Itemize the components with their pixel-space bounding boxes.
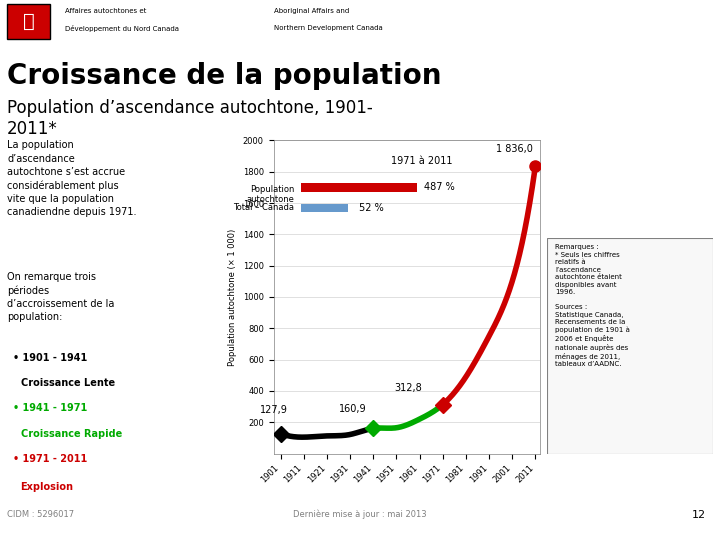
Text: Population
autochtone: Population autochtone xyxy=(246,185,294,205)
Bar xyxy=(302,204,348,212)
Text: 1971 à 2011: 1971 à 2011 xyxy=(391,156,453,166)
Text: 487 %: 487 % xyxy=(424,183,455,192)
Text: Croissance de la population: Croissance de la population xyxy=(7,62,441,90)
Text: 127,9: 127,9 xyxy=(260,405,287,415)
Text: Croissance Lente: Croissance Lente xyxy=(21,379,114,388)
Text: • 1901 - 1941: • 1901 - 1941 xyxy=(12,353,87,363)
Text: 52 %: 52 % xyxy=(359,202,384,213)
Text: Explosion: Explosion xyxy=(21,482,73,492)
Text: La population
d’ascendance
autochtone s’est accrue
considérablement plus
vite qu: La population d’ascendance autochtone s’… xyxy=(7,140,137,217)
Text: • 1971 - 2011: • 1971 - 2011 xyxy=(12,454,87,464)
Text: Dernière mise à jour : mai 2013: Dernière mise à jour : mai 2013 xyxy=(293,510,427,519)
FancyBboxPatch shape xyxy=(7,4,50,39)
Bar xyxy=(302,183,417,192)
Text: Population d’ascendance autochtone, 1901-
2011*: Population d’ascendance autochtone, 1901… xyxy=(7,99,373,138)
Text: 12: 12 xyxy=(691,510,706,520)
Text: Aboriginal Affairs and: Aboriginal Affairs and xyxy=(274,8,349,14)
Text: Remarques :
* Seuls les chiffres
relatifs à
l’ascendance
autochtone étaient
disp: Remarques : * Seuls les chiffres relatif… xyxy=(556,244,630,367)
Text: 1 836,0: 1 836,0 xyxy=(496,144,533,154)
FancyBboxPatch shape xyxy=(547,238,713,454)
Text: Affaires autochtones et: Affaires autochtones et xyxy=(65,8,146,14)
Text: CIDM : 5296017: CIDM : 5296017 xyxy=(7,510,74,519)
Text: On remarque trois
périodes
d’accroissement de la
population:: On remarque trois périodes d’accroisseme… xyxy=(7,272,114,322)
Y-axis label: Population autochtone (× 1 000): Population autochtone (× 1 000) xyxy=(228,228,237,366)
Text: Total – Canada: Total – Canada xyxy=(233,203,294,212)
Text: Northern Development Canada: Northern Development Canada xyxy=(274,25,382,31)
Text: 🍁: 🍁 xyxy=(23,12,35,31)
Text: 312,8: 312,8 xyxy=(394,383,422,393)
Text: Croissance Rapide: Croissance Rapide xyxy=(21,429,122,438)
Text: • 1941 - 1971: • 1941 - 1971 xyxy=(12,403,87,414)
Text: 160,9: 160,9 xyxy=(338,404,366,414)
Text: Développement du Nord Canada: Développement du Nord Canada xyxy=(65,25,179,31)
